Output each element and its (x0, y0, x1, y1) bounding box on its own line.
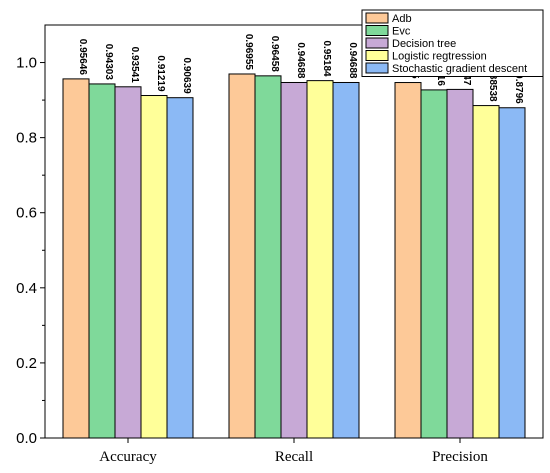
data-label: 0.95646 (77, 39, 88, 76)
y-tick-label: 0.8 (16, 130, 37, 147)
x-category-label: Recall (275, 449, 313, 465)
bar-precision-4 (498, 107, 526, 439)
legend-box (361, 9, 544, 77)
legend-label: Stochastic gradient descent (392, 63, 527, 75)
bar-accuracy-2 (114, 86, 142, 439)
data-label: 0.94688 (295, 42, 306, 79)
bar-recall-1 (254, 75, 282, 439)
bar-accuracy-1 (88, 83, 116, 439)
data-label: 0.93541 (129, 47, 140, 84)
data-label: 0.94303 (103, 44, 114, 81)
bar-recall-2 (280, 81, 308, 439)
data-label: 0.96458 (269, 36, 280, 73)
bar-accuracy-0 (62, 78, 90, 439)
y-tick-label: 0.2 (16, 355, 37, 372)
plot-frame (44, 24, 544, 439)
x-category-label: Accuracy (99, 449, 157, 465)
bar-accuracy-3 (140, 95, 168, 439)
legend-label: Logistic regtression (392, 51, 487, 63)
legend-swatch (365, 50, 389, 61)
y-tick-label: 0.6 (16, 205, 37, 222)
bar-precision-3 (472, 105, 500, 439)
bars-group (62, 73, 526, 439)
y-tick-label: 0.0 (16, 430, 37, 447)
data-label: 0.90639 (181, 58, 192, 95)
legend-swatch (365, 25, 389, 36)
bar-precision-0 (394, 82, 422, 439)
legend-label: Adb (392, 13, 412, 25)
x-category-label: Precision (432, 449, 488, 465)
data-label: 0.96955 (243, 34, 254, 71)
bar-accuracy-4 (166, 97, 194, 439)
legend-label: Decision tree (392, 38, 456, 50)
bar-precision-2 (446, 88, 474, 439)
x-axis: Accuracy Recall Precision (99, 438, 488, 465)
legend-swatch (365, 12, 389, 24)
y-tick-label: 1.0 (16, 55, 37, 72)
legend-label: Evc (392, 26, 411, 38)
y-axis: 0.0 0.2 0.4 0.6 0.8 1.0 (16, 55, 45, 447)
bar-recall-0 (228, 73, 256, 439)
data-label: 0.94688 (347, 42, 358, 79)
bar-recall-3 (306, 80, 334, 439)
data-label: 0.95184 (321, 40, 332, 77)
data-label: 0.91219 (155, 55, 166, 92)
legend-swatch (365, 62, 389, 74)
legend-swatch (365, 37, 389, 49)
y-tick-label: 0.4 (16, 280, 37, 297)
bar-precision-1 (420, 89, 448, 439)
bar-recall-4 (332, 81, 360, 439)
data-label: 0.8796 (513, 73, 524, 104)
data-label: 0.88538 (487, 65, 498, 102)
